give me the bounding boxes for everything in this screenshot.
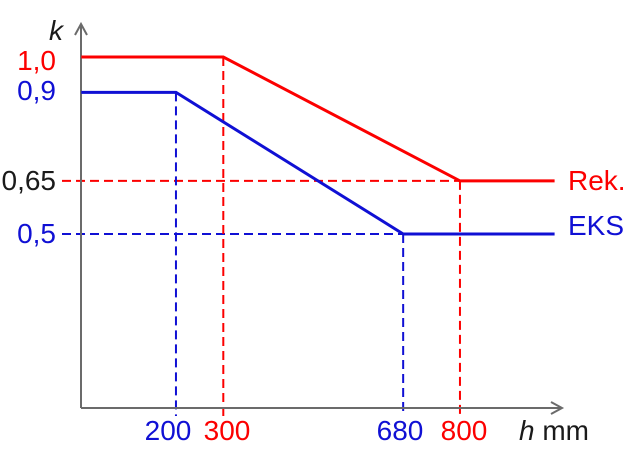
x-axis-label-symbol: h <box>519 415 535 446</box>
legend-label-rek: Rek. <box>568 165 626 196</box>
y-tick-0_5: 0,5 <box>17 218 56 249</box>
legend-label-eks: EKS <box>568 210 625 241</box>
series-line-eks <box>81 90 555 236</box>
y-tick-1_0: 1,0 <box>17 45 56 76</box>
y-tick-0_9: 0,9 <box>17 75 56 106</box>
x-axis-label: h mm <box>519 417 589 445</box>
y-axis-arrow-icon <box>74 21 88 36</box>
y-tick-0_65: 0,65 <box>1 165 57 196</box>
x-axis-arrow-icon <box>550 401 565 415</box>
y-axis-label: k <box>49 15 63 46</box>
series-line-rek <box>81 55 555 183</box>
x-tick-300: 300 <box>203 415 251 446</box>
x-axis-label-unit: mm <box>542 415 590 446</box>
x-tick-800: 800 <box>440 415 488 446</box>
x-tick-680: 680 <box>376 415 424 446</box>
x-tick-200: 200 <box>144 415 192 446</box>
